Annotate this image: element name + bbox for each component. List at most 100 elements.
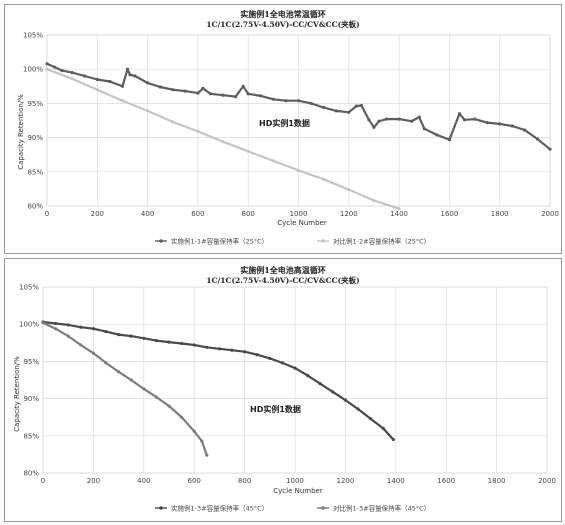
series-1-point: [221, 93, 225, 97]
series-1-point: [498, 122, 502, 126]
x-tick-label: 1800: [488, 477, 506, 485]
x-tick-label: 1200: [336, 477, 354, 485]
x-tick-label: 2000: [541, 210, 559, 218]
series-1-point: [435, 133, 439, 137]
series-2-point: [296, 168, 301, 172]
series-2-point: [205, 453, 209, 457]
x-tick-label: 1400: [390, 210, 408, 218]
series-1-point: [548, 147, 552, 151]
series-1-point: [268, 356, 272, 360]
legend-label-series-2: 对比例1-3#容量保持率（45°C）: [333, 504, 430, 513]
series-1-point: [52, 65, 57, 69]
series-1-point: [457, 112, 462, 116]
series-1-point: [54, 321, 58, 326]
series-1-point: [120, 84, 125, 88]
series-1-point: [510, 124, 514, 128]
series-2-point: [221, 140, 225, 144]
y-tick-label: 95%: [23, 358, 39, 366]
series-1-point: [129, 334, 133, 338]
series-2-point: [171, 120, 175, 124]
series-1-point: [309, 101, 313, 105]
chart-subtitle: 1C/1C(2.75V-4.50V)-CC/CV&CC(夹板): [206, 275, 359, 285]
series-1-point: [142, 336, 146, 340]
series-2-point: [397, 207, 401, 211]
series-1-point: [217, 347, 221, 351]
series-2-point: [117, 370, 121, 374]
series-1-point: [259, 94, 263, 98]
series-1-point: [284, 99, 288, 103]
series-1-point: [208, 92, 213, 96]
chart-panel-high-temp: 实施例1全电池高温循环 1C/1C(2.75V-4.50V)-CC/CV&CC(…: [4, 258, 562, 522]
y-tick-label: 90%: [27, 134, 43, 142]
series-1-point: [296, 99, 301, 103]
series-1-point: [133, 74, 137, 78]
y-axis-label: Capacity Retention/%: [13, 356, 21, 432]
y-tick-label: 80%: [27, 203, 43, 211]
x-tick-label: 1000: [290, 210, 308, 218]
x-tick-label: 1200: [340, 210, 358, 218]
series-2-point: [372, 198, 376, 203]
legend-label-series-1: 实施例1-1#容量保持率（25°C）: [171, 237, 268, 246]
x-tick-label: 800: [242, 210, 255, 218]
legend-marker-series-2: [321, 506, 325, 510]
series-1-point: [359, 103, 363, 108]
y-tick-label: 100%: [19, 321, 39, 329]
legend-marker-series-2: [321, 239, 325, 243]
series-2-point: [142, 387, 146, 391]
x-tick-label: 400: [141, 210, 154, 218]
series-1-point: [381, 426, 385, 430]
series-2-point: [54, 327, 58, 331]
series-1-point: [230, 348, 234, 352]
series-2-point: [146, 109, 150, 113]
series-2-point: [120, 99, 125, 103]
series-1-point: [369, 417, 373, 421]
series-2-point: [200, 439, 204, 443]
series-1-point: [205, 345, 209, 349]
legend-marker-series-1: [159, 506, 163, 510]
x-tick-label: 200: [91, 210, 104, 218]
series-2-point: [66, 334, 70, 338]
series-1-point: [397, 117, 401, 121]
chart-title: 实施例1全电池常温循环: [240, 9, 326, 19]
series-1-point: [192, 343, 196, 347]
series-1-point: [246, 92, 250, 96]
chart-annotation: HD实例1数据: [259, 118, 310, 128]
series-1-point: [243, 350, 247, 354]
series-1-point: [331, 390, 335, 394]
series-2-point: [154, 395, 158, 399]
series-1-point: [367, 118, 371, 122]
chart-panel-room-temp: 实施例1全电池常温循环 1C/1C(2.75V-4.50V)-CC/CV&CC(…: [4, 4, 562, 254]
series-1-point: [322, 105, 326, 110]
series-1-point: [447, 138, 451, 142]
x-tick-label: 600: [188, 477, 201, 485]
series-2-point: [322, 177, 326, 181]
legend-label-series-2: 对比例1-2#容量保持率（25°C）: [333, 237, 430, 246]
y-tick-label: 105%: [23, 32, 43, 40]
y-axis-label: Capacity Retention/%: [17, 94, 25, 170]
series-1-point: [241, 84, 245, 88]
series-1-point: [95, 77, 99, 82]
series-1-point: [523, 128, 527, 132]
series-2-point: [196, 129, 200, 133]
series-1-point: [384, 117, 389, 121]
legend: 实施例1-3#容量保持率（45°C） 对比例1-3#容量保持率（45°C）: [155, 504, 430, 513]
chart-annotation: HD实例1数据: [250, 404, 301, 414]
legend: 实施例1-1#容量保持率（25°C） 对比例1-2#容量保持率（25°C）: [155, 237, 430, 246]
x-tick-label: 0: [41, 477, 45, 485]
series-2-point: [246, 149, 250, 153]
x-tick-label: 800: [238, 477, 251, 485]
series-1-point: [372, 125, 376, 129]
chart-room-temp: 实施例1全电池常温循环 1C/1C(2.75V-4.50V)-CC/CV&CC(…: [17, 9, 559, 246]
series-1-point: [356, 407, 360, 411]
series-1-point: [108, 79, 112, 84]
series-1-point: [334, 109, 338, 113]
chart-subtitle: 1C/1C(2.75V-4.50V)-CC/CV&CC(夹板): [206, 19, 359, 29]
series-1-point: [462, 118, 467, 122]
series-1-point: [158, 85, 162, 89]
series-1-point: [318, 382, 322, 386]
y-tick-label: 85%: [23, 432, 39, 440]
series-1-point: [180, 341, 184, 346]
series-1-point: [473, 117, 477, 121]
y-tick-label: 105%: [19, 284, 39, 292]
x-tick-label: 1400: [387, 477, 405, 485]
